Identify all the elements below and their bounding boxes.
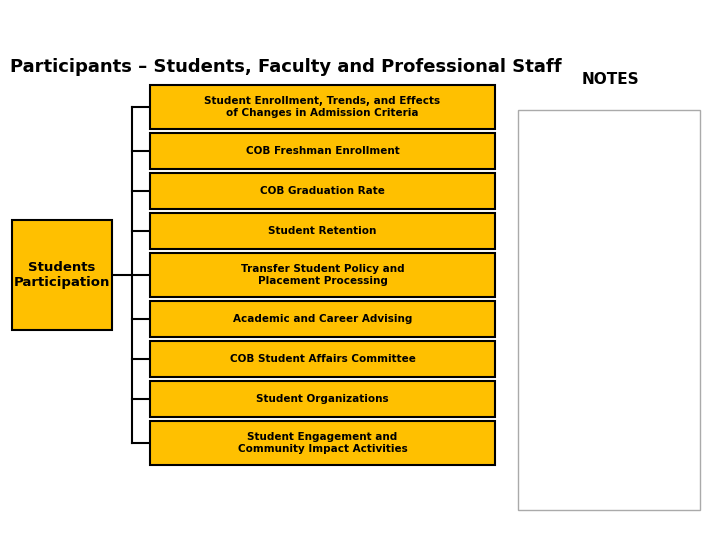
Text: COB Freshman Enrollment: COB Freshman Enrollment (246, 146, 400, 156)
Text: Academic and Career Advising: Academic and Career Advising (233, 314, 412, 324)
FancyBboxPatch shape (150, 341, 495, 377)
Text: COB Student Affairs Committee: COB Student Affairs Committee (230, 354, 415, 364)
FancyBboxPatch shape (518, 110, 700, 510)
FancyBboxPatch shape (150, 133, 495, 169)
Text: Student Retention: Student Retention (269, 226, 377, 236)
FancyBboxPatch shape (150, 301, 495, 337)
Text: Participants – Students, Faculty and Professional Staff: Participants – Students, Faculty and Pro… (10, 58, 562, 76)
FancyBboxPatch shape (12, 220, 112, 330)
Text: COB Graduation Rate: COB Graduation Rate (260, 186, 385, 196)
Text: NOTES: NOTES (581, 72, 639, 87)
Text: Student Engagement and
Community Impact Activities: Student Engagement and Community Impact … (238, 432, 408, 454)
Text: Transfer Student Policy and
Placement Processing: Transfer Student Policy and Placement Pr… (240, 264, 405, 286)
Text: Student Organizations: Student Organizations (256, 394, 389, 404)
Text: Students
Participation: Students Participation (14, 261, 110, 289)
FancyBboxPatch shape (150, 381, 495, 417)
FancyBboxPatch shape (150, 253, 495, 297)
FancyBboxPatch shape (150, 173, 495, 209)
FancyBboxPatch shape (150, 421, 495, 465)
FancyBboxPatch shape (150, 213, 495, 249)
Text: Student Enrollment, Trends, and Effects
of Changes in Admission Criteria: Student Enrollment, Trends, and Effects … (204, 96, 441, 118)
FancyBboxPatch shape (150, 85, 495, 129)
